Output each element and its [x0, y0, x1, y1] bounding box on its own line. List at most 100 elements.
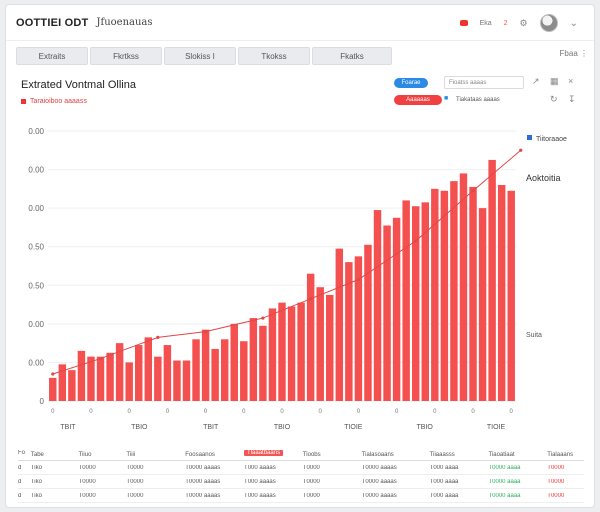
column-header-label: Tialaaans [547, 451, 574, 458]
column-header[interactable]: Tiaoatiaat [488, 448, 547, 458]
bar [144, 337, 153, 401]
column-header[interactable]: Tioobs [303, 448, 362, 458]
data-table: Fo Tabe Tiiuo Tiiii Foosaanos Tlaaatbaans Tioo… [18, 445, 584, 503]
row-select[interactable]: d [18, 464, 22, 471]
x-tick-mark: 0 [280, 409, 284, 415]
expand-icon[interactable]: ↗ [532, 76, 540, 86]
tab-5[interactable]: Fkatks [312, 47, 392, 65]
x-tick-mark: 0 [471, 409, 475, 415]
trend-point [98, 356, 103, 361]
x-tick-label: TBIO [131, 424, 148, 431]
column-header[interactable]: Tabe [31, 448, 79, 458]
y-tick-label: 0.00 [28, 358, 44, 367]
tab-bar: Extraits Fkrtkss Slokiss I Tkokss Fkatks [16, 47, 586, 65]
table-row[interactable]: d Tiko T0000 T0000 T0000 aaaas T000 aaaas T000… [18, 489, 584, 503]
trend-point [261, 316, 265, 320]
table-cell: T0000 aaaas [361, 492, 397, 499]
refresh-icon[interactable]: ↻ [550, 94, 558, 104]
top-label-2[interactable]: 2 [503, 19, 508, 27]
row-select-header[interactable]: Fo [18, 449, 26, 456]
tab-1[interactable]: Extraits [16, 47, 88, 65]
chevron-down-icon[interactable]: ⌄ [569, 17, 578, 29]
table-cell: T0000 [302, 478, 320, 485]
bar [469, 186, 477, 401]
tab-4[interactable]: Tkokss [238, 47, 310, 65]
grid-icon[interactable]: ▦ [550, 76, 559, 86]
range-field[interactable]: Fioatss aaaas [444, 76, 524, 89]
tab-3[interactable]: Slokiss I [164, 47, 236, 65]
tab-bar-menu[interactable]: Fbaa ⋮ [560, 49, 588, 58]
column-header[interactable]: Tiiii [126, 448, 185, 458]
column-header[interactable]: Foosaanos [185, 448, 244, 458]
avatar[interactable] [539, 14, 558, 32]
bar [154, 356, 162, 401]
y-tick-label: 0.00 [28, 204, 44, 213]
column-header[interactable]: Tiiaaasss [430, 448, 489, 458]
settings-icon[interactable]: ⚙ [519, 17, 528, 28]
filter-text: Tiakataas aaaas [456, 97, 500, 103]
annotation-secondary: Suita [526, 332, 542, 339]
legend-square-icon [527, 135, 532, 140]
table-cell: T0000 aaaa [488, 478, 521, 485]
column-header[interactable]: Tialasoaans [362, 448, 430, 458]
table-cell: Tiko [30, 478, 42, 485]
column-header-label: Tabe [30, 451, 44, 458]
column-header-label: Tialasoaans [361, 451, 394, 458]
table-cell: T0000 [547, 464, 565, 471]
table-row[interactable]: d Tiko T0000 T0000 T0000 aaaas T000 aaaas T000… [18, 461, 584, 475]
bar [287, 306, 296, 401]
trend-point [309, 297, 313, 301]
legend-label: Tiitoraaoe [536, 136, 567, 143]
table-cell: T000 aaaas [244, 478, 276, 485]
y-tick-label: 0.00 [28, 320, 44, 329]
column-header[interactable]: Tlaaatbaans [244, 446, 303, 459]
column-header[interactable]: Tiiuo [79, 448, 127, 458]
bar [354, 256, 363, 401]
trend-point [51, 372, 55, 376]
column-header-label: Tiiaaasss [429, 451, 455, 458]
more-icon[interactable]: ⋮ [580, 49, 588, 58]
top-label-1[interactable]: Eka [479, 19, 492, 27]
bar [440, 190, 449, 401]
top-bar: OOTTIEI ODT Jfuoenauas Eka 2 ⚙ ⌄ [6, 5, 594, 41]
column-header[interactable]: Tialaaans [547, 448, 584, 458]
calendar-icon[interactable]: ■ [444, 95, 449, 102]
y-axis-ticks: 0 0.00 0.00 0.50 0.50 0.00 0.00 0.00 [28, 127, 44, 406]
y-tick-label: 0.00 [28, 166, 44, 175]
column-header-label: Tlaaatbaans [244, 450, 284, 456]
trend-point [414, 239, 418, 243]
y-tick-label: 0.50 [28, 281, 44, 290]
bar [497, 185, 506, 401]
download-icon[interactable]: ↧ [568, 94, 576, 104]
bar [478, 208, 487, 401]
bar [115, 343, 124, 401]
app-subtitle: Jfuoenauas [96, 17, 153, 28]
close-icon[interactable]: × [568, 76, 574, 86]
bar [135, 345, 143, 401]
row-select[interactable]: d [18, 492, 22, 499]
x-tick-mark: 0 [357, 409, 361, 415]
bar [240, 341, 248, 401]
x-tick-mark: 0 [204, 409, 208, 415]
table-row[interactable]: d Tiko T0000 T0000 T0000 aaaas T000 aaaas T000… [18, 475, 584, 489]
top-right-controls: Eka 2 ⚙ ⌄ [459, 14, 578, 32]
bar [335, 248, 344, 401]
filter-button-red[interactable]: Aaaaaas [394, 95, 442, 105]
trend-line-path [52, 149, 522, 375]
x-tick-mark: 0 [242, 409, 246, 415]
filter-button-blue[interactable]: Foarae [394, 78, 428, 88]
bar [182, 360, 191, 401]
bar [230, 323, 238, 401]
bar [268, 308, 277, 401]
notification-icon[interactable] [459, 20, 468, 26]
row-select[interactable]: d [18, 478, 22, 485]
bar [306, 273, 315, 401]
trend-point [203, 329, 208, 334]
column-header-label: Tioobs [302, 451, 321, 458]
column-header-label: Tiaoatiaat [488, 451, 515, 458]
table-cell: T0000 [302, 464, 320, 471]
tab-2[interactable]: Fkrtkss [90, 47, 162, 65]
bar [106, 352, 114, 401]
table-cell: T0000 [302, 492, 320, 499]
